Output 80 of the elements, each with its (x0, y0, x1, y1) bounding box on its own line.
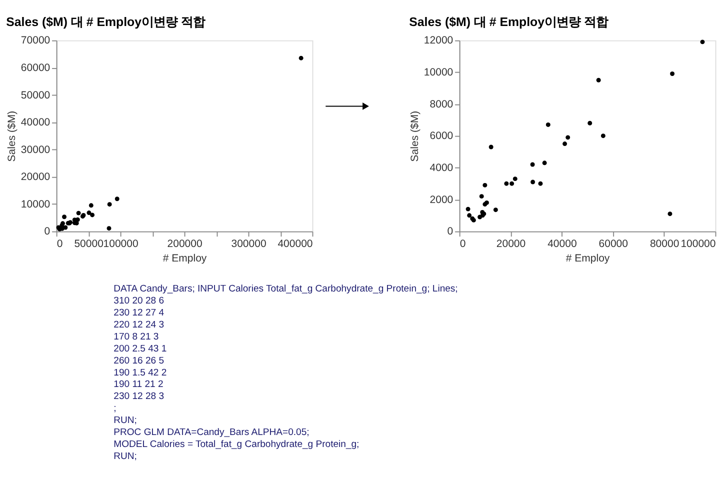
x-tick-label: 20000 (496, 238, 526, 250)
point (542, 160, 547, 166)
point (596, 78, 601, 82)
point (479, 194, 484, 199)
point (298, 56, 304, 60)
point (510, 181, 514, 186)
point (482, 182, 488, 188)
chart-title: Sales ($M) 대 # Employ이변량 적합 (409, 15, 608, 30)
y-tick-label: 6000 (430, 130, 454, 142)
text: 220 12 24 3 (114, 320, 164, 331)
text: 190 11 21 2 (114, 379, 164, 390)
text: 310 20 28 6 (114, 296, 164, 307)
y-axis-title: Sales ($M) (409, 110, 422, 162)
point (530, 162, 535, 167)
y-tick-label: 10000 (424, 66, 454, 79)
text: 170 8 21 3 (114, 331, 159, 342)
y-tick-label: 2000 (430, 194, 454, 206)
x-tick-label: 0 (460, 238, 466, 250)
x-tick-label: 40000 (548, 238, 577, 250)
text: DATA Candy_Bars; INPUT Calories Total_fat_g Carbohydrate_g Protein_g; Lines; (114, 284, 458, 295)
y-tick-label: 12000 (424, 34, 454, 47)
x-axis-title: # Employ (566, 252, 610, 264)
point (530, 180, 536, 184)
text: 230 12 27 4 (114, 308, 165, 319)
x-tick-label: 200000 (167, 238, 202, 250)
y-tick-label: 8000 (430, 98, 454, 110)
text: 260 16 26 5 (114, 355, 164, 366)
text: PROC GLM DATA=Candy_Bars ALPHA=0.05; (114, 426, 310, 438)
y-tick-label: 0 (447, 226, 454, 238)
y-tick-label: 40000 (20, 116, 50, 129)
text: MODEL Calories = Total_fat_g Carbohydrate_g Protein_g; (114, 438, 360, 450)
x-tick-label: 50000 (74, 238, 104, 250)
point (512, 176, 518, 182)
x-tick-label: 100000 (680, 238, 716, 250)
text: 230 12 28 3 (114, 391, 164, 402)
x-tick-label: 100000 (103, 238, 138, 250)
text: RUN; (114, 415, 137, 426)
y-tick-label: 60000 (20, 62, 50, 74)
y-tick-label: 70000 (20, 34, 50, 47)
text: 190 1.5 42 2 (114, 367, 167, 378)
point (504, 181, 509, 186)
y-tick-label: 10000 (20, 198, 50, 210)
point (488, 144, 494, 150)
point (670, 72, 675, 76)
point (107, 202, 112, 207)
y-tick-label: 20000 (20, 171, 50, 184)
point (63, 225, 68, 230)
y-tick-label: 0 (44, 226, 50, 238)
point (86, 210, 92, 216)
point (600, 134, 606, 138)
chart-title: Sales ($M) 대 # Employ이변량 적합 (6, 15, 205, 30)
point (588, 120, 592, 126)
point (493, 208, 498, 212)
point (546, 122, 550, 127)
point (88, 203, 94, 208)
point (62, 214, 67, 220)
x-tick-label: 400000 (278, 238, 313, 250)
point (466, 206, 470, 212)
point (106, 226, 112, 231)
y-axis-title: Sales ($M) (6, 110, 18, 162)
point (114, 196, 120, 202)
x-axis-title: # Employ (162, 252, 208, 264)
y-tick-label: 4000 (430, 162, 454, 174)
point (467, 213, 472, 218)
point (668, 212, 672, 216)
text: RUN; (114, 450, 137, 462)
text: 200 2.5 43 1 (114, 343, 167, 354)
point (90, 212, 95, 218)
point (566, 135, 570, 140)
point (76, 210, 81, 216)
x-tick-label: 300000 (231, 238, 266, 250)
y-tick-label: 50000 (20, 89, 50, 102)
point (538, 181, 543, 186)
x-tick-label: 0 (56, 238, 63, 250)
point (562, 142, 568, 146)
point (700, 40, 705, 44)
text: ; (114, 403, 116, 414)
x-tick-label: 80000 (650, 238, 680, 250)
y-tick-label: 30000 (20, 144, 50, 156)
x-tick-label: 60000 (598, 238, 628, 250)
